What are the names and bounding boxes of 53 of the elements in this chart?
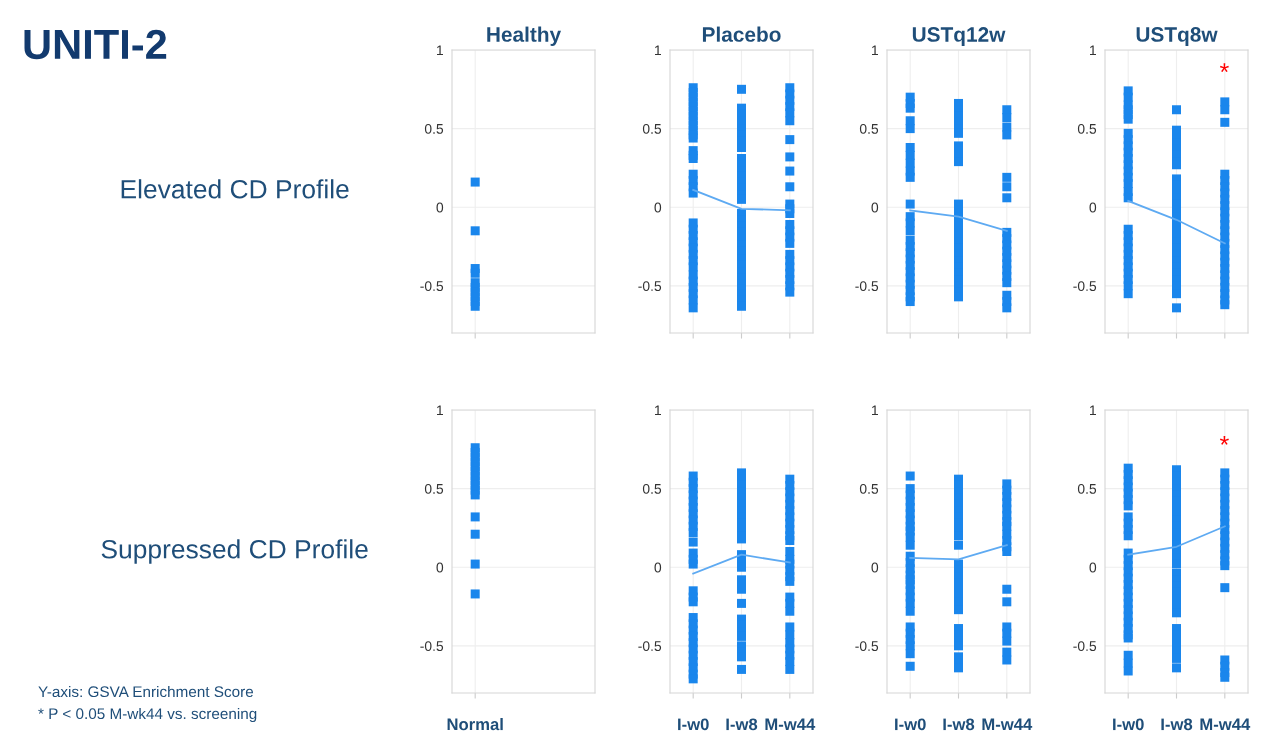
- y-axis-title: Suppressed CD Profile: [101, 539, 368, 564]
- y-tick-label: 1: [437, 45, 443, 56]
- x-tick-label: I-w8: [726, 718, 758, 731]
- y-tick-label: -0.5: [638, 641, 662, 651]
- annotation: *: [1219, 436, 1229, 445]
- x-tick-label: I-w0: [678, 718, 709, 731]
- annotation: *: [1219, 63, 1229, 73]
- y-tick-label: -0.5: [855, 281, 879, 291]
- y-tick-label: 0.5: [1077, 483, 1097, 494]
- x-tick-label: M-w44: [982, 718, 1033, 731]
- x-tick-label: I-w0: [895, 718, 926, 731]
- y-tick-label: -0.5: [420, 641, 444, 651]
- y-tick-label: 0: [871, 202, 879, 213]
- text: Y-axis: GSVA Enrichment Score: [38, 685, 254, 698]
- y-tick-label: -0.5: [1073, 281, 1097, 291]
- y-tick-label: -0.5: [420, 281, 444, 291]
- y-tick-label: 0.5: [1077, 123, 1097, 134]
- chart-title: USTq8w: [1136, 27, 1218, 46]
- y-tick-label: 1: [655, 405, 661, 416]
- y-axis-title: Elevated CD Profile: [121, 179, 349, 199]
- y-tick-label: 0.5: [642, 483, 662, 494]
- x-tick-label: I-w8: [943, 718, 975, 731]
- y-tick-label: 0: [871, 562, 879, 573]
- y-tick-label: 1: [872, 45, 878, 56]
- y-tick-label: -0.5: [855, 641, 879, 651]
- y-tick-label: 1: [1090, 45, 1096, 56]
- y-tick-label: 1: [872, 405, 878, 416]
- x-tick-label: M-w44: [1200, 718, 1251, 731]
- y-tick-label: 0.5: [859, 123, 879, 134]
- y-tick-label: 0.5: [424, 483, 444, 494]
- y-tick-label: 0: [1089, 562, 1097, 573]
- y-tick-label: -0.5: [1073, 641, 1097, 651]
- y-tick-label: 0: [654, 562, 662, 573]
- x-tick-label: M-w44: [765, 718, 816, 731]
- x-tick-label: I-w0: [1113, 718, 1144, 731]
- y-tick-label: 0: [654, 202, 662, 213]
- chart-title: USTq12w: [912, 27, 1006, 46]
- y-tick-label: 1: [1090, 405, 1096, 416]
- y-tick-label: -0.5: [638, 281, 662, 291]
- x-tick-label: Normal: [447, 718, 503, 731]
- y-tick-label: 0.5: [424, 123, 444, 134]
- y-tick-label: 0: [436, 202, 444, 213]
- chart-title: Healthy: [487, 26, 562, 46]
- text: UNITI-2: [24, 29, 167, 60]
- y-tick-label: 0: [1089, 202, 1097, 213]
- text: * P < 0.05 M-wk44 vs. screening: [38, 707, 257, 723]
- y-tick-label: 0.5: [859, 483, 879, 494]
- y-tick-label: 0.5: [642, 123, 662, 134]
- y-tick-label: 1: [437, 405, 443, 416]
- chart-title: Placebo: [702, 26, 781, 42]
- y-tick-label: 0: [436, 562, 444, 573]
- y-tick-label: 1: [655, 45, 661, 56]
- x-tick-label: I-w8: [1161, 718, 1193, 731]
